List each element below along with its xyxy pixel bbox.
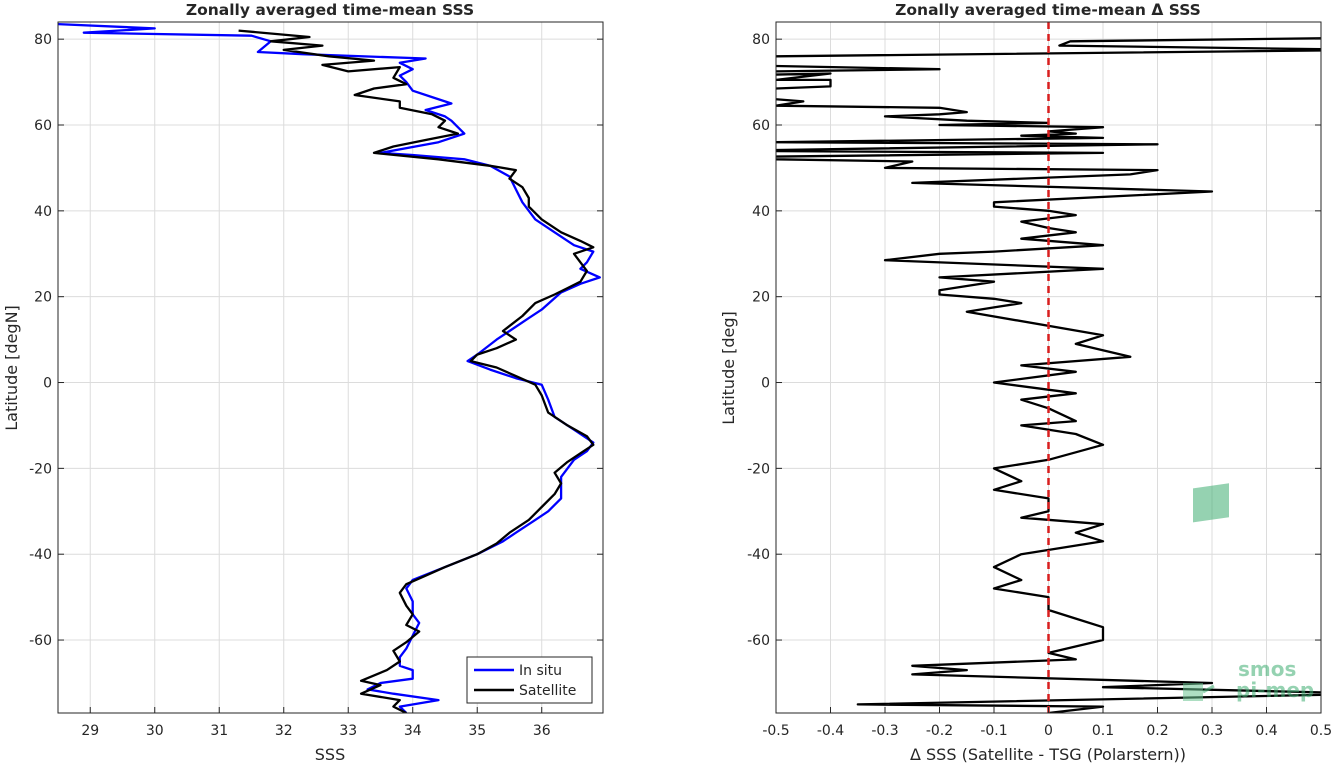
series-line-1 (238, 29, 595, 713)
left-series-lines (58, 22, 601, 713)
y-tick-label: 40 (752, 204, 770, 220)
left-y-axis-label: Latitude [degN] (2, 305, 21, 431)
y-tick-label: 40 (34, 204, 52, 220)
x-tick-label: 0.1 (1092, 723, 1114, 739)
logo-text-pi-mep: pi-mep (1236, 678, 1314, 702)
x-tick-label: 0 (1044, 723, 1053, 739)
y-tick-label: -60 (29, 633, 52, 649)
x-tick-label: 0.4 (1255, 723, 1277, 739)
x-tick-label: 33 (339, 723, 357, 739)
x-tick-label: -0.5 (762, 723, 789, 739)
x-tick-label: 0.3 (1201, 723, 1223, 739)
logo-text-smos: smos (1238, 657, 1296, 681)
left-y-ticks: -60 -40 -20 0 20 40 60 80 (29, 32, 603, 649)
legend-box (466, 656, 593, 704)
y-tick-label: 0 (43, 376, 52, 392)
right-y-axis-label: Latitude [deg] (719, 311, 738, 425)
right-series-lines (776, 37, 1321, 713)
y-tick-label: -60 (747, 633, 770, 649)
x-tick-label: 35 (468, 723, 486, 739)
y-tick-label: -40 (29, 547, 52, 563)
x-tick-label: -0.2 (926, 723, 953, 739)
smos-pi-mep-logo: smos pi-mep (1183, 483, 1314, 702)
x-tick-label: -0.4 (817, 723, 844, 739)
series-line-0 (776, 37, 1321, 713)
y-tick-label: 60 (752, 118, 770, 134)
right-x-axis-label: Δ SSS (Satellite - TSG (Polarstern)) (910, 745, 1186, 764)
x-tick-label: 31 (210, 723, 228, 739)
x-tick-label: 30 (146, 723, 164, 739)
left-x-ticks: 29 30 31 32 33 34 35 36 (81, 707, 551, 739)
x-tick-label: 0.2 (1146, 723, 1168, 739)
left-panel: Zonally averaged time-mean SSS 29 30 31 32 3… (2, 1, 604, 764)
right-x-ticks: -0.5 -0.4 -0.3 -0.2 -0.1 0 0.1 0.2 0.3 0.4 0.5 (762, 707, 1332, 739)
left-grid (58, 22, 603, 713)
y-tick-label: 20 (752, 290, 770, 306)
legend-in-situ-label: In situ (519, 663, 562, 679)
right-title: Zonally averaged time-mean Δ SSS (895, 1, 1201, 19)
x-tick-label: -0.1 (980, 723, 1007, 739)
left-x-axis-label: SSS (315, 745, 345, 764)
y-tick-label: -20 (747, 461, 770, 477)
y-tick-label: 80 (34, 32, 52, 48)
y-tick-label: 20 (34, 290, 52, 306)
right-y-ticks: -60 -40 -20 0 20 40 60 80 (747, 32, 1321, 649)
satellite-icon (1183, 483, 1229, 701)
y-tick-label: -40 (747, 547, 770, 563)
series-line-0 (58, 22, 601, 713)
y-tick-label: -20 (29, 461, 52, 477)
x-tick-label: 34 (404, 723, 422, 739)
left-axes-box (57, 21, 604, 714)
x-tick-label: 29 (81, 723, 99, 739)
x-tick-label: 36 (533, 723, 551, 739)
x-tick-label: 0.5 (1310, 723, 1332, 739)
right-grid (776, 22, 1321, 713)
right-panel: Zonally averaged time-mean Δ SSS smos pi… (719, 1, 1332, 764)
legend: In situ Satellite (466, 656, 593, 704)
y-tick-label: 60 (34, 118, 52, 134)
legend-satellite-label: Satellite (519, 683, 576, 699)
x-tick-label: 32 (275, 723, 293, 739)
left-title: Zonally averaged time-mean SSS (186, 1, 474, 19)
y-tick-label: 0 (761, 376, 770, 392)
x-tick-label: -0.3 (871, 723, 898, 739)
y-tick-label: 80 (752, 32, 770, 48)
